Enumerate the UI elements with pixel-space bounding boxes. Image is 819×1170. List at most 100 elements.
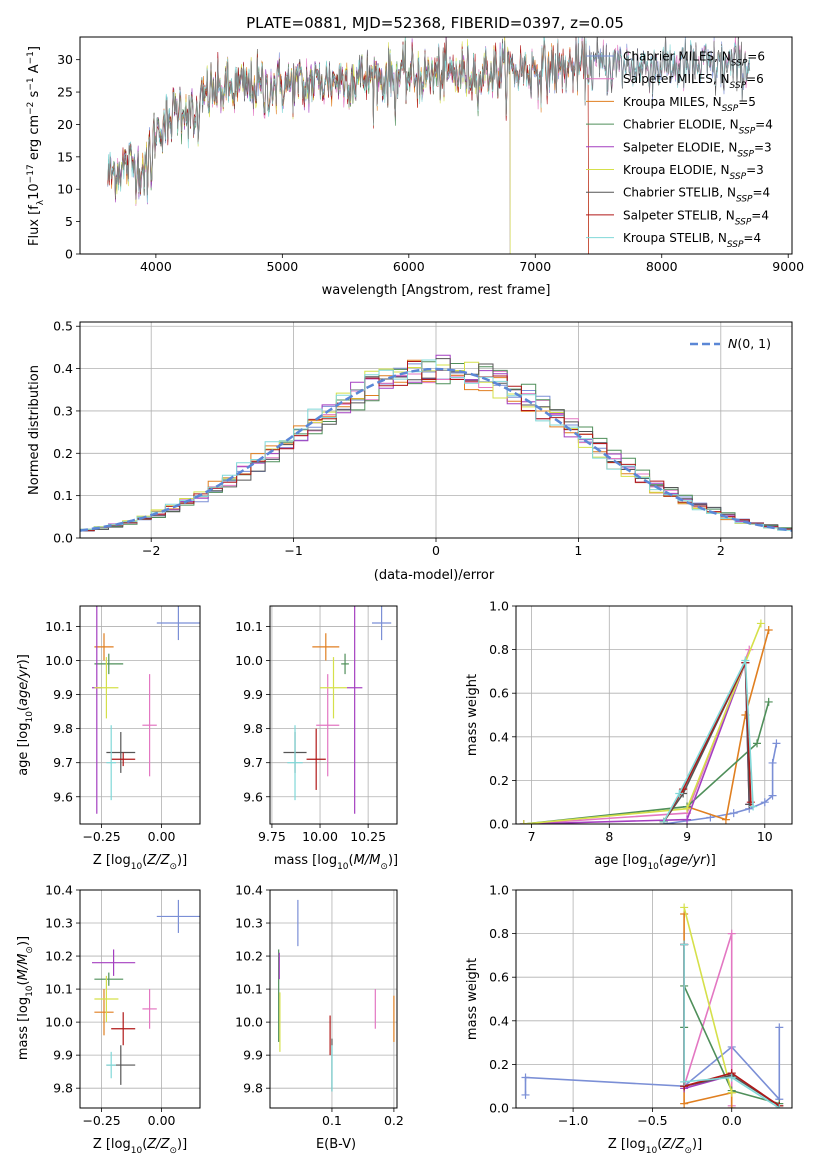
label-part: SSP: [731, 59, 748, 69]
x-tick-label: 4000: [140, 259, 172, 274]
axes-frame: [515, 605, 793, 825]
axes-decor: 4000 5000 6000 7000 8000 9000 0 5 10 15 20 25 30: [57, 36, 804, 274]
label-part: Salpeter ELODIE, N: [623, 140, 737, 154]
y-tick-label: 10.0: [45, 1015, 73, 1030]
label-part: 10: [337, 862, 349, 872]
y-tick-label: 0.8: [489, 642, 509, 657]
x-tick-label: 5000: [266, 259, 298, 274]
panel-age-vs-mass: 9.75 10.00 10.25 9.6 9.7 9.8 9.9 10.0 10.1 mass […: [235, 605, 398, 872]
label-part: SSP: [730, 81, 747, 91]
weight-point-marker: [521, 1090, 530, 1099]
label-part: Kroupa MILES, N: [623, 95, 722, 109]
weight-point-marker: [756, 619, 765, 628]
label-part: =5: [738, 95, 756, 109]
y-tick-label: 20: [57, 117, 73, 132]
weight-point-marker: [727, 929, 736, 938]
plot-area: [80, 354, 792, 532]
label-part: SSP: [727, 240, 744, 250]
weight-point-marker: [683, 815, 692, 824]
weight-series-line: [663, 662, 750, 823]
label-part: SSP: [735, 217, 752, 227]
legend-label: N(0, 1): [728, 336, 771, 351]
label-part: =3: [746, 163, 764, 177]
weight-series-line: [686, 629, 770, 821]
label-part: SSP: [737, 149, 754, 159]
plot-area: [92, 606, 200, 814]
weight-point-marker: [764, 625, 773, 634]
y-tick-label: 10: [57, 182, 73, 197]
label-part: =6: [747, 50, 765, 64]
axes-decor: −0.25 0.00 9.8 9.9 10.0 10.1 10.2 10.3 10.4: [45, 883, 201, 1128]
label-part: Salpeter STELIB, N: [623, 208, 735, 222]
label-part: )]: [706, 853, 716, 868]
y-tick-label: 9.8: [53, 1081, 73, 1096]
y-tick-label: 9.9: [243, 687, 263, 702]
label-part: Kroupa ELODIE, N: [623, 163, 730, 177]
y-tick-label: 9.7: [243, 755, 263, 770]
residual-legend: N(0, 1): [690, 336, 771, 351]
y-tick-label: 9.8: [243, 1081, 263, 1096]
axes-decor: 9.75 10.00 10.25 9.6 9.7 9.8 9.9 10.0 10.1: [235, 605, 398, 844]
panel-age-vs-Z: −0.25 0.009.69.79.89.910.010.1Z [log10(Z/…: [16, 605, 201, 872]
weight-point-marker: [729, 809, 738, 818]
weight-point-marker: [680, 903, 689, 912]
x-tick-label: −2: [142, 543, 160, 558]
y-tick-label: 9.9: [53, 687, 73, 702]
x-axis-label: age [log10(age/yr)]: [594, 853, 716, 872]
x-tick-label: 10: [757, 829, 773, 844]
weight-point-marker: [775, 1104, 784, 1108]
x-tick-label: 7000: [519, 259, 551, 274]
label-part: =4: [751, 208, 769, 222]
x-tick-label: −1.0: [558, 1113, 588, 1128]
label-part: (: [657, 1137, 662, 1152]
y-tick-label: 1.0: [489, 883, 509, 898]
figure-title: PLATE=0881, MJD=52368, FIBERID=0397, z=0…: [246, 14, 624, 32]
weight-series-line: [523, 662, 750, 824]
axes-decor: 0.1 0.2 9.8 9.9 10.0 10.1 10.2 10.3 10.4: [235, 883, 404, 1129]
weight-point-marker: [727, 1088, 736, 1097]
weight-point-marker: [760, 798, 769, 807]
spectrum-model-line: [107, 38, 511, 254]
plot-area: [278, 899, 395, 1092]
label-part: Flux [f: [27, 205, 42, 246]
label-part: 10: [131, 1146, 143, 1156]
plot-area: [107, 37, 751, 254]
label-part: 10: [646, 1146, 658, 1156]
label-part: Z/Z: [661, 1137, 685, 1152]
label-part: =4: [743, 231, 761, 245]
label-part: Salpeter MILES, N: [623, 72, 730, 86]
plot-area: [521, 903, 784, 1108]
axes-frame: [269, 889, 398, 1109]
legend-label: Chabrier STELIB, NSSP=4: [623, 186, 770, 205]
y-tick-label: 25: [57, 85, 73, 100]
x-tick-label: 1: [574, 543, 582, 558]
y-tick-label: 0.2: [489, 1057, 509, 1072]
label-part: λ: [36, 199, 46, 205]
x-tick-label: 0.00: [148, 1113, 176, 1128]
legend-label: Kroupa ELODIE, NSSP=3: [623, 163, 764, 182]
label-part: =6: [746, 72, 764, 86]
x-tick-label: 0: [432, 543, 440, 558]
plot-area: [519, 619, 781, 824]
y-tick-label: 9.9: [243, 1048, 263, 1063]
weight-series-line: [683, 944, 780, 1108]
legend-label: Salpeter ELODIE, NSSP=3: [623, 140, 772, 159]
x-tick-label: 8000: [646, 259, 678, 274]
label-part: Kroupa STELIB, N: [623, 231, 727, 245]
label-part: Chabrier STELIB, N: [623, 186, 736, 200]
label-part: (: [349, 853, 354, 868]
x-tick-label: 0.2: [384, 1113, 404, 1128]
label-part: Chabrier MILES, N: [623, 50, 731, 64]
x-tick-label: 10.25: [350, 829, 386, 844]
x-axis-label: Z [log10(Z/Z⊙)]: [608, 1137, 702, 1156]
label-part: Z/Z: [146, 1137, 170, 1152]
legend-label: Chabrier ELODIE, NSSP=4: [623, 118, 773, 137]
label-part: ⊙: [169, 862, 177, 872]
weight-point-marker: [675, 789, 684, 798]
weight-point-marker: [727, 1073, 736, 1082]
y-tick-label: 9.6: [53, 789, 73, 804]
label-part: (: [16, 706, 31, 711]
label-part: age [log: [594, 853, 647, 868]
weight-series-line: [523, 701, 770, 824]
